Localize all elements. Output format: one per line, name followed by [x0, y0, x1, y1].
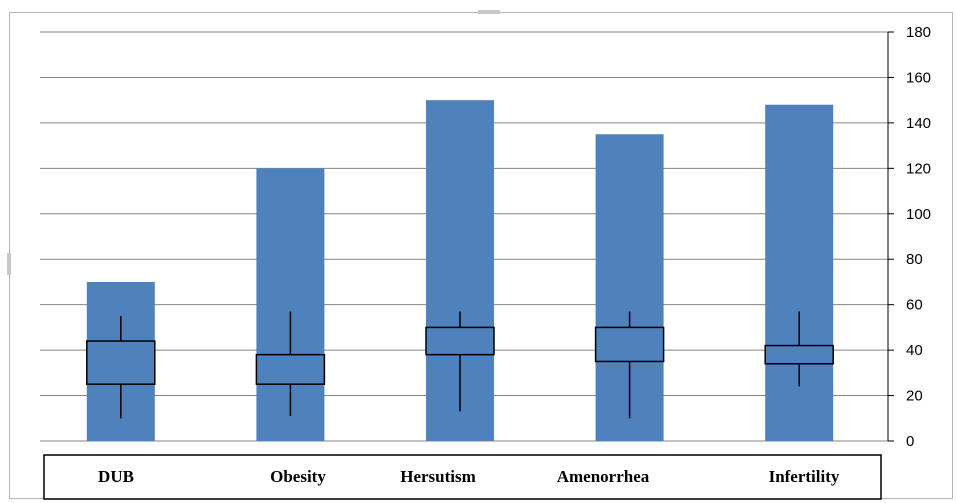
y-tick-label: 40	[906, 342, 923, 359]
box-obesity	[255, 353, 326, 385]
x-tick-label-amenorrhea: Amenorrhea	[557, 467, 650, 486]
y-tick-label: 140	[906, 115, 931, 132]
box-infertility	[764, 344, 834, 365]
y-axis: 0 20 40 60 80 100 120 140 160 180	[887, 24, 931, 450]
x-tick-label-infertility: Infertility	[769, 467, 840, 486]
y-tick-label: 60	[906, 297, 923, 314]
y-tick-label: 20	[906, 388, 923, 405]
x-tick-label-dub: DUB	[98, 467, 134, 486]
left-resize-handle[interactable]	[7, 253, 11, 275]
y-tick-label: 80	[906, 251, 923, 268]
box-amenorrhea	[594, 326, 665, 363]
y-tick-label: 100	[906, 206, 931, 223]
box-hersutism	[425, 326, 495, 356]
y-tick-label: 180	[906, 24, 931, 41]
x-tick-label-hersutism: Hersutism	[400, 467, 476, 486]
y-tick-label: 0	[906, 433, 914, 450]
box-dub	[86, 340, 156, 385]
bar-infertility	[765, 104, 834, 441]
y-tick-label: 120	[906, 160, 931, 177]
box-plots	[86, 311, 834, 419]
category-label-box	[43, 454, 882, 500]
top-resize-handle[interactable]	[478, 10, 500, 14]
y-tick-label: 160	[906, 69, 931, 86]
x-axis: DUB Obesity Hersutism Amenorrhea Infertility	[43, 454, 882, 500]
x-tick-label-obesity: Obesity	[270, 467, 326, 486]
